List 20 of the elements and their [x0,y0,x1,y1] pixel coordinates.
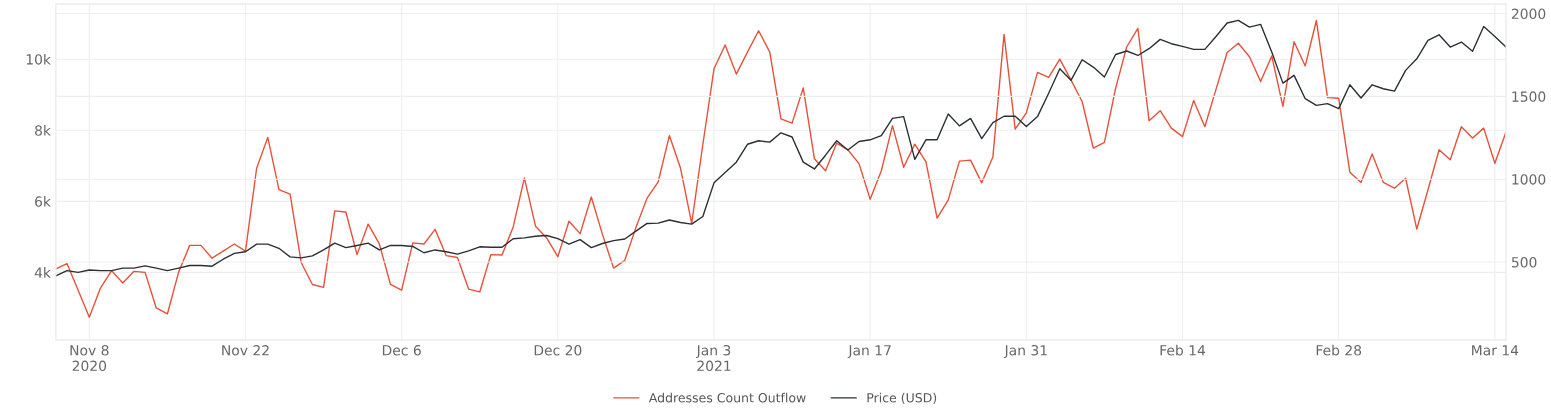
x-tick-label: Feb 14 [1160,344,1206,356]
x-tick-label: Nov 8 2020 [70,345,109,372]
x-tick-label: Dec 20 [534,345,582,356]
y-tick-label: 4k [34,267,51,278]
y2-tick-label: 500 [1511,257,1537,268]
y2-tick-label: 2000 [1511,8,1546,20]
x-tick-label: Jan 17 [847,345,891,359]
x-tick-label: Jan 3 2021 [695,345,731,372]
x-tick-label: Mar 14 [1472,345,1519,356]
legend-label: Addresses Count Outflow [648,392,806,403]
x-tick-label: Nov 22 [222,345,269,356]
y2-tick-label: 1000 [1512,174,1546,185]
x-tick-label: Feb 28 [1316,344,1362,356]
legend-label: Price (USD) [867,392,937,404]
y-tick-label: 8k [35,124,51,136]
y2-tick-label: 1500 [1512,91,1546,102]
x-tick-label: Dec 6 [382,345,421,356]
x-tick-label: Jan 31 [1003,345,1047,359]
y-tick-label: 10k [26,53,51,65]
y-tick-label: 6k [35,196,51,207]
